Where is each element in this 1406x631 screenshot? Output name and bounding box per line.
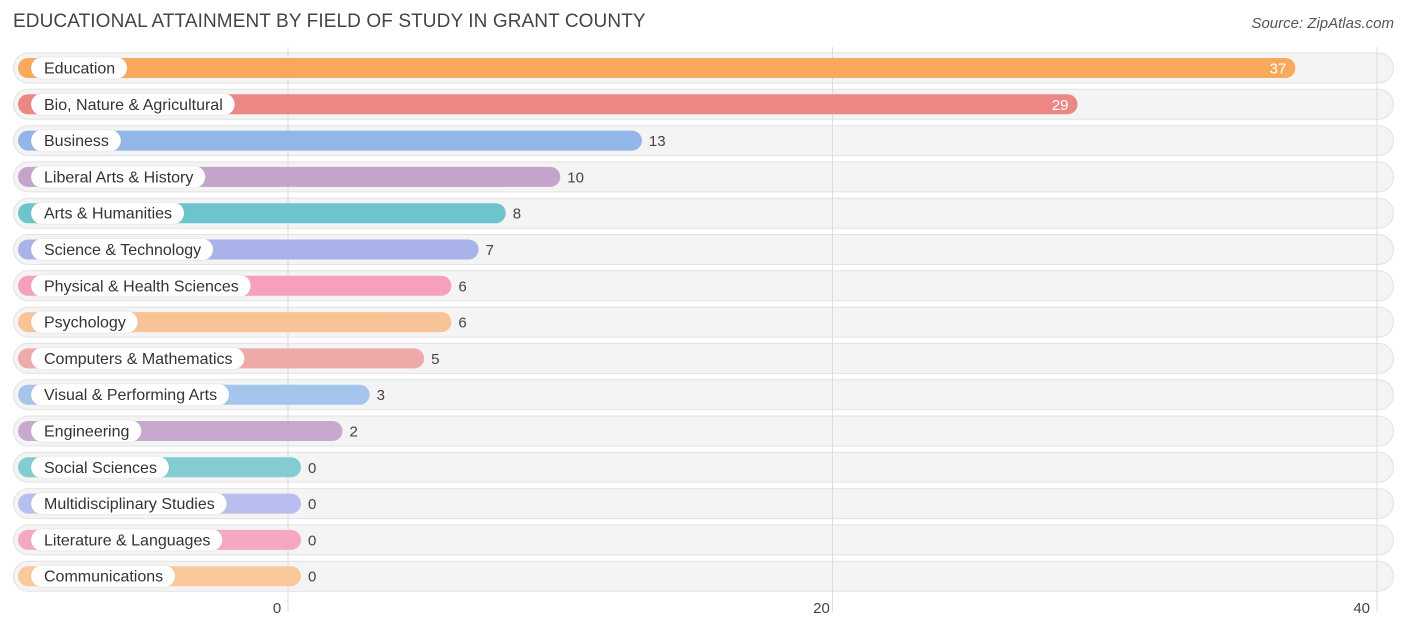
chart-source: Source: ZipAtlas.com (1251, 15, 1394, 32)
value-label: 13 (649, 133, 666, 150)
category-label-pill (30, 455, 170, 479)
value-label: 0 (308, 532, 316, 549)
bar-group: Business 13 (18, 129, 666, 153)
category-label: Liberal Arts & History (44, 169, 193, 186)
category-label: Visual & Performing Arts (44, 387, 217, 404)
x-tick-label: 20 (813, 600, 830, 617)
value-label: 2 (349, 424, 357, 441)
category-label: Bio, Nature & Agricultural (44, 97, 223, 114)
value-label: 29 (1052, 97, 1069, 114)
category-label-pill (30, 238, 214, 261)
value-label: 7 (486, 242, 494, 259)
x-tick-label: 40 (1353, 600, 1370, 617)
bar-group: Physical & Health Sciences 6 (18, 274, 467, 298)
category-label: Multidisciplinary Studies (44, 496, 215, 513)
category-label: Physical & Health Sciences (44, 278, 239, 295)
category-label-pill (30, 492, 228, 516)
category-label-pill (30, 201, 185, 225)
category-label-pill (30, 310, 139, 334)
bar-group: Liberal Arts & History 10 (18, 165, 584, 189)
category-label: Social Sciences (44, 460, 157, 477)
category-label: Literature & Languages (44, 532, 210, 549)
category-label: Psychology (44, 315, 126, 332)
category-label: Computers & Mathematics (44, 351, 233, 368)
bar (18, 58, 1296, 78)
category-label: Science & Technology (44, 242, 201, 259)
bar-group: Psychology 6 (18, 310, 467, 334)
bar-group: Bio, Nature & Agricultural 29 (18, 92, 1078, 116)
category-label: Communications (44, 569, 163, 586)
bar-group: Science & Technology 7 (18, 238, 494, 261)
bar-group: Communications 0 (18, 564, 316, 588)
category-label-pill (30, 92, 236, 116)
value-label: 8 (513, 206, 521, 223)
category-label: Arts & Humanities (44, 206, 172, 223)
category-label-pill (30, 56, 128, 80)
category-label-pill (30, 274, 252, 298)
bar-group: Social Sciences 0 (18, 455, 316, 479)
value-label: 5 (431, 351, 439, 368)
row-background (13, 451, 1394, 483)
bar-group: Computers & Mathematics 5 (18, 346, 439, 370)
category-label-pill (30, 129, 122, 153)
x-axis-ticks: 0 20 40 (273, 600, 1370, 617)
bar (18, 94, 1078, 115)
category-label-pill (30, 165, 206, 189)
bar-group: Engineering 2 (18, 419, 358, 443)
bar-group: Literature & Languages 0 (18, 528, 316, 552)
category-label-pill (30, 564, 176, 588)
value-label: 3 (377, 387, 385, 404)
category-label-pill (30, 383, 230, 407)
x-tick-label: 0 (273, 600, 281, 617)
value-label: 0 (308, 496, 316, 513)
bar (18, 130, 642, 151)
bar-group: Arts & Humanities 8 (18, 201, 521, 225)
category-label: Education (44, 61, 115, 78)
row-background (13, 488, 1394, 520)
value-label: 0 (308, 460, 316, 477)
bar-group: Multidisciplinary Studies 0 (18, 492, 316, 516)
category-label-pill (30, 528, 223, 552)
bar-group: Visual & Performing Arts 3 (18, 383, 385, 407)
bar-group: Education 37 (18, 56, 1296, 80)
value-label: 6 (458, 278, 466, 295)
category-label-pill (30, 419, 142, 443)
value-label: 6 (458, 315, 466, 332)
row-background (13, 415, 1394, 447)
category-label-pill (30, 346, 246, 370)
category-label: Business (44, 133, 109, 150)
chart-title: EDUCATIONAL ATTAINMENT BY FIELD OF STUDY… (13, 11, 646, 32)
value-label: 0 (308, 569, 316, 586)
value-label: 37 (1270, 61, 1287, 78)
category-label: Engineering (44, 424, 129, 441)
value-label: 10 (567, 169, 584, 186)
row-background (13, 524, 1394, 556)
row-background (13, 560, 1394, 592)
